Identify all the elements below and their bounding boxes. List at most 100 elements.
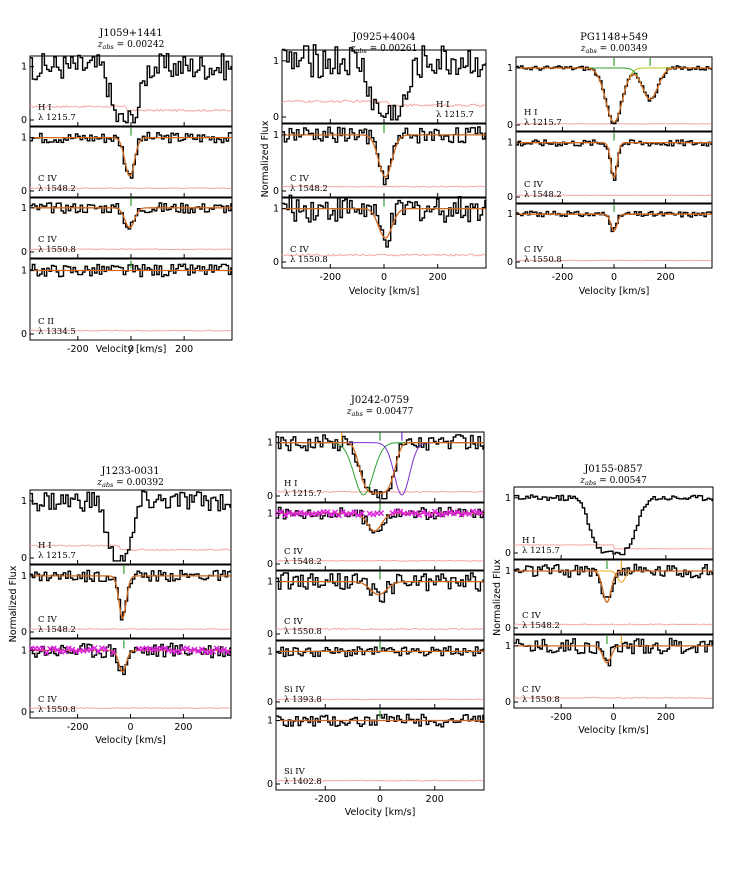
wavelength-label: λ 1550.8 bbox=[290, 255, 328, 265]
y-tick-label: 0 bbox=[267, 491, 273, 502]
wavelength-label: λ 1550.8 bbox=[522, 695, 560, 705]
masked-pixel bbox=[370, 511, 377, 518]
y-tick-label: 1 bbox=[267, 577, 273, 588]
wavelength-label: λ 1550.8 bbox=[38, 245, 76, 255]
masked-pixel bbox=[450, 510, 457, 517]
y-tick-label: 0 bbox=[505, 548, 511, 559]
ion-label: H I bbox=[284, 479, 297, 489]
panel-3: 1 0 C IVλ 1550.8 -200 0 200 bbox=[507, 203, 713, 283]
masked-pixel bbox=[65, 645, 72, 652]
panel-3: 1 0 C IVλ 1550.8 -200 0 200 bbox=[21, 638, 232, 733]
masked-pixel bbox=[439, 511, 446, 518]
x-axis-label: Velocity [km/s] bbox=[96, 344, 167, 355]
total-fit bbox=[30, 207, 232, 229]
y-tick-label: 1 bbox=[21, 496, 27, 507]
x-tick-label: -200 bbox=[67, 344, 89, 355]
masked-pixel bbox=[297, 509, 304, 516]
masked-pixel bbox=[420, 509, 427, 516]
y-tick-label: 1 bbox=[273, 204, 279, 215]
ion-label: H I bbox=[38, 541, 51, 551]
wavelength-label: λ 1550.8 bbox=[38, 705, 76, 715]
ion-label: H I bbox=[38, 103, 51, 113]
wavelength-label: λ 1215.7 bbox=[38, 551, 76, 561]
x-tick-label: -200 bbox=[550, 712, 572, 723]
x-axis-label: Velocity [km/s] bbox=[349, 286, 420, 297]
x-axis-label: Velocity [km/s] bbox=[579, 286, 650, 297]
wavelength-label: λ 1548.2 bbox=[284, 557, 322, 567]
error-spectrum bbox=[513, 544, 713, 550]
masked-pixel bbox=[87, 646, 94, 653]
total-fit bbox=[282, 134, 486, 178]
y-tick-label: 0 bbox=[507, 257, 513, 268]
flux-spectrum bbox=[282, 194, 486, 248]
flux-spectrum bbox=[30, 131, 232, 179]
masked-pixel bbox=[54, 647, 61, 653]
y-tick-label: 0 bbox=[21, 329, 27, 340]
masked-pixel bbox=[339, 509, 346, 516]
error-spectrum bbox=[275, 779, 483, 782]
y-tick-label: 0 bbox=[267, 559, 273, 570]
panel-4: 1 0 C IIλ 1334.5 -200 0 200 bbox=[21, 258, 233, 355]
y-tick-label: 1 bbox=[273, 56, 279, 67]
x-tick-label: -200 bbox=[552, 272, 574, 283]
wavelength-label: λ 1215.7 bbox=[524, 118, 562, 128]
wavelength-label: λ 1215.7 bbox=[38, 113, 76, 123]
flux-spectrum bbox=[514, 637, 713, 667]
y-tick-label: 0 bbox=[267, 629, 273, 640]
ion-label: H I bbox=[436, 100, 449, 110]
chart-title: J1059+1441 bbox=[98, 28, 162, 39]
total-fit bbox=[516, 142, 712, 179]
y-tick-label: 1 bbox=[505, 641, 511, 652]
masked-pixel bbox=[397, 508, 404, 515]
component-fit bbox=[516, 67, 712, 123]
x-tick-label: 200 bbox=[175, 344, 193, 355]
ion-label: C IV bbox=[290, 174, 310, 184]
wavelength-label: λ 1402.8 bbox=[284, 777, 322, 787]
flux-spectrum bbox=[516, 65, 712, 125]
error-spectrum bbox=[275, 627, 483, 631]
ion-label: C IV bbox=[524, 180, 544, 190]
y-axis-label: Normalized Flux bbox=[8, 565, 19, 642]
panel-4: 1 0 Si IVλ 1393.8 bbox=[267, 640, 485, 709]
y-tick-label: 0 bbox=[267, 779, 273, 790]
masked-pixel bbox=[324, 509, 331, 516]
x-tick-label: -200 bbox=[67, 722, 89, 733]
ion-label: C IV bbox=[284, 547, 304, 557]
masked-pixel bbox=[221, 646, 228, 653]
error-spectrum bbox=[275, 698, 484, 701]
masked-pixel bbox=[378, 510, 385, 517]
masked-pixel bbox=[282, 512, 289, 519]
chart-title: J0925+4004 bbox=[351, 32, 415, 43]
panel-2: 1 0 C IVλ 1548.2 bbox=[505, 559, 714, 635]
flux-spectrum bbox=[30, 202, 232, 230]
y-tick-label: 1 bbox=[507, 209, 513, 220]
x-tick-label: 200 bbox=[429, 272, 447, 283]
ion-label: C IV bbox=[290, 245, 310, 255]
x-tick-label: 0 bbox=[611, 272, 617, 283]
masked-pixel bbox=[466, 510, 473, 517]
ion-label: H I bbox=[524, 108, 537, 118]
wavelength-label: λ 1548.2 bbox=[290, 184, 328, 194]
x-axis-label: Velocity [km/s] bbox=[95, 735, 166, 746]
ion-label: Si IV bbox=[284, 685, 306, 695]
y-axis-label: Normalized Flux bbox=[260, 120, 271, 197]
masked-pixel bbox=[184, 645, 191, 652]
y-tick-label: 0 bbox=[21, 627, 27, 638]
flux-spectrum bbox=[514, 494, 713, 556]
chart-redshift: zabs = 0.00242 bbox=[97, 40, 165, 51]
chart-title: J0155-0857 bbox=[583, 464, 642, 475]
x-tick-label: 0 bbox=[128, 344, 134, 355]
masked-pixel bbox=[316, 510, 323, 517]
masked-pixel bbox=[332, 509, 339, 516]
x-tick-label: 0 bbox=[377, 794, 383, 805]
wavelength-label: λ 1548.2 bbox=[38, 184, 76, 194]
masked-pixel bbox=[161, 645, 168, 652]
ion-label: C IV bbox=[284, 617, 304, 627]
error-spectrum bbox=[29, 329, 231, 332]
total-fit bbox=[516, 213, 712, 232]
wavelength-label: λ 1548.2 bbox=[524, 190, 562, 200]
masked-pixel bbox=[224, 648, 231, 655]
panel-2: 1 0 C IVλ 1548.2 bbox=[267, 502, 485, 571]
